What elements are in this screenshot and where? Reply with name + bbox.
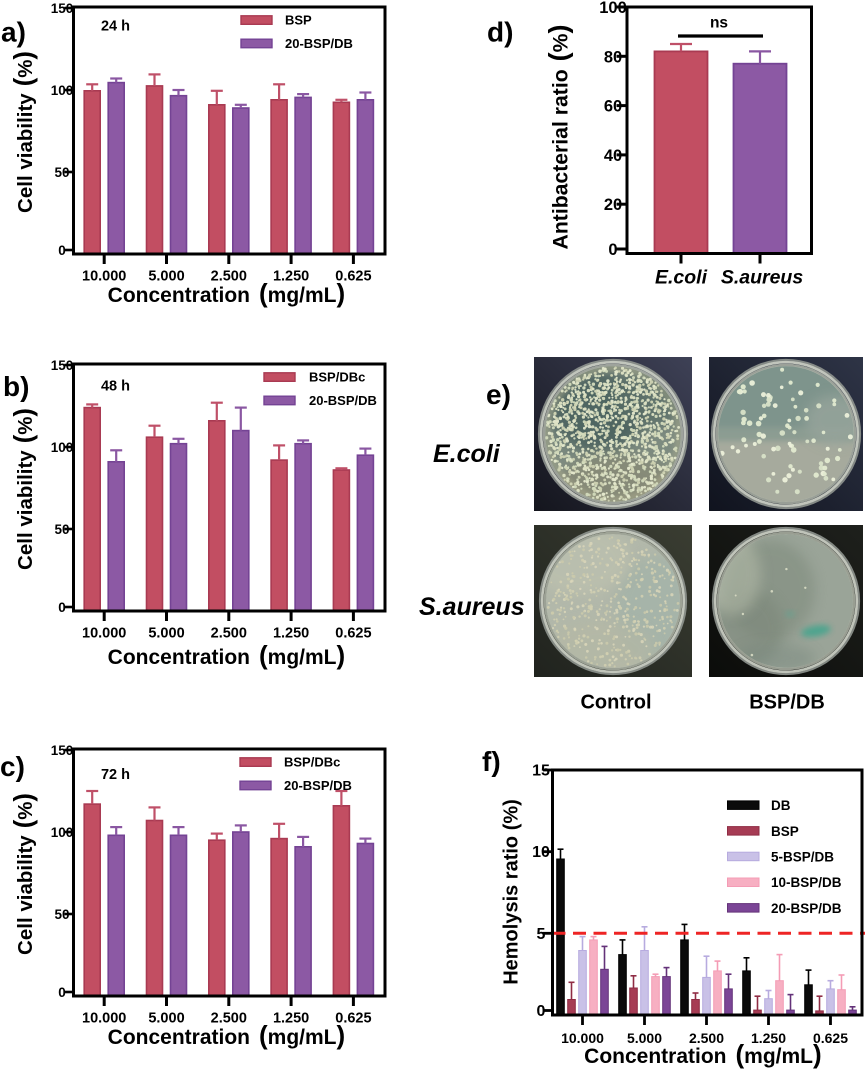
svg-text:0.625: 0.625 (335, 269, 371, 285)
svg-text:BSP/DBc: BSP/DBc (284, 755, 340, 770)
svg-text:72 h: 72 h (101, 767, 130, 783)
svg-text:Concentration: Concentration (108, 284, 250, 307)
svg-text:5: 5 (537, 926, 546, 943)
svg-text:(mg/mL): (mg/mL) (736, 1039, 822, 1069)
svg-text:24 h: 24 h (101, 19, 130, 35)
svg-text:100: 100 (51, 825, 74, 840)
svg-text:10: 10 (532, 844, 550, 861)
svg-text:10.000: 10.000 (82, 269, 126, 285)
svg-text:d): d) (487, 17, 513, 48)
svg-text:S.aureus: S.aureus (419, 593, 525, 621)
svg-text:0: 0 (537, 1003, 546, 1020)
svg-text:5-BSP/DB: 5-BSP/DB (771, 850, 834, 865)
svg-text:150: 150 (51, 358, 74, 373)
svg-text:2.500: 2.500 (211, 626, 247, 642)
svg-text:Cell viability(%): Cell viability(%) (10, 51, 38, 213)
svg-text:c): c) (0, 751, 25, 782)
svg-text:150: 150 (51, 743, 74, 758)
svg-text:100: 100 (51, 440, 74, 455)
svg-text:E.coli: E.coli (655, 267, 708, 289)
svg-text:80: 80 (604, 48, 622, 66)
svg-text:2.500: 2.500 (211, 269, 247, 285)
svg-text:2.500: 2.500 (211, 1011, 247, 1027)
svg-text:5.000: 5.000 (627, 1030, 662, 1046)
svg-text:a): a) (1, 17, 26, 48)
svg-text:2.500: 2.500 (689, 1030, 724, 1046)
svg-text:100: 100 (51, 83, 74, 98)
svg-text:5.000: 5.000 (148, 626, 184, 642)
svg-text:Hemolysis ratio (%): Hemolysis ratio (%) (501, 799, 523, 985)
svg-text:48 h: 48 h (101, 379, 130, 395)
svg-text:40: 40 (604, 147, 622, 165)
svg-text:(mg/mL): (mg/mL) (259, 640, 345, 670)
svg-text:1.250: 1.250 (751, 1030, 786, 1046)
svg-text:20-BSP/DB: 20-BSP/DB (309, 393, 377, 408)
svg-text:f): f) (482, 746, 501, 777)
svg-text:10.000: 10.000 (561, 1030, 604, 1046)
svg-text:Concentration: Concentration (108, 646, 250, 669)
svg-text:S.aureus: S.aureus (721, 267, 804, 289)
svg-text:20: 20 (604, 196, 622, 214)
svg-text:5.000: 5.000 (148, 269, 184, 285)
svg-text:Concentration: Concentration (584, 1045, 726, 1068)
svg-text:0.625: 0.625 (335, 626, 371, 642)
svg-text:BSP/DB: BSP/DB (749, 692, 825, 714)
svg-text:BSP: BSP (771, 824, 799, 839)
svg-text:(mg/mL): (mg/mL) (259, 278, 345, 308)
svg-text:60: 60 (604, 98, 622, 116)
svg-text:BSP: BSP (285, 13, 312, 28)
svg-text:Cell viability(%): Cell viability(%) (10, 793, 38, 955)
svg-text:ns: ns (710, 15, 728, 32)
svg-text:50: 50 (54, 165, 69, 180)
svg-text:0: 0 (58, 243, 66, 258)
svg-text:Cell viability(%): Cell viability(%) (10, 408, 38, 570)
svg-text:10.000: 10.000 (82, 626, 126, 642)
svg-text:(mg/mL): (mg/mL) (259, 1020, 345, 1050)
svg-text:BSP/DBc: BSP/DBc (309, 370, 365, 385)
svg-text:10.000: 10.000 (82, 1011, 126, 1027)
svg-text:e): e) (486, 379, 511, 410)
svg-text:1.250: 1.250 (273, 269, 309, 285)
svg-text:Control: Control (580, 692, 651, 714)
svg-text:1.250: 1.250 (273, 1011, 309, 1027)
svg-text:b): b) (3, 371, 29, 402)
svg-text:50: 50 (54, 522, 69, 537)
svg-text:DB: DB (771, 798, 791, 813)
svg-text:Antibacterial ratio(%): Antibacterial ratio(%) (544, 25, 574, 250)
svg-text:20-BSP/DB: 20-BSP/DB (771, 901, 842, 916)
svg-text:0.625: 0.625 (335, 1011, 371, 1027)
svg-text:150: 150 (51, 1, 74, 16)
svg-text:10-BSP/DB: 10-BSP/DB (771, 875, 842, 890)
svg-text:Concentration: Concentration (108, 1026, 250, 1049)
svg-text:0: 0 (58, 600, 66, 615)
svg-text:0: 0 (608, 241, 617, 259)
svg-text:E.coli: E.coli (433, 440, 501, 468)
svg-text:5.000: 5.000 (148, 1011, 184, 1027)
svg-text:15: 15 (532, 763, 550, 780)
svg-text:50: 50 (54, 907, 69, 922)
svg-text:100: 100 (599, 0, 627, 17)
svg-text:20-BSP/DB: 20-BSP/DB (285, 36, 353, 51)
svg-text:0.625: 0.625 (813, 1030, 848, 1046)
svg-text:0: 0 (58, 985, 66, 1000)
svg-text:1.250: 1.250 (273, 626, 309, 642)
svg-text:20-BSP/DB: 20-BSP/DB (284, 778, 352, 793)
